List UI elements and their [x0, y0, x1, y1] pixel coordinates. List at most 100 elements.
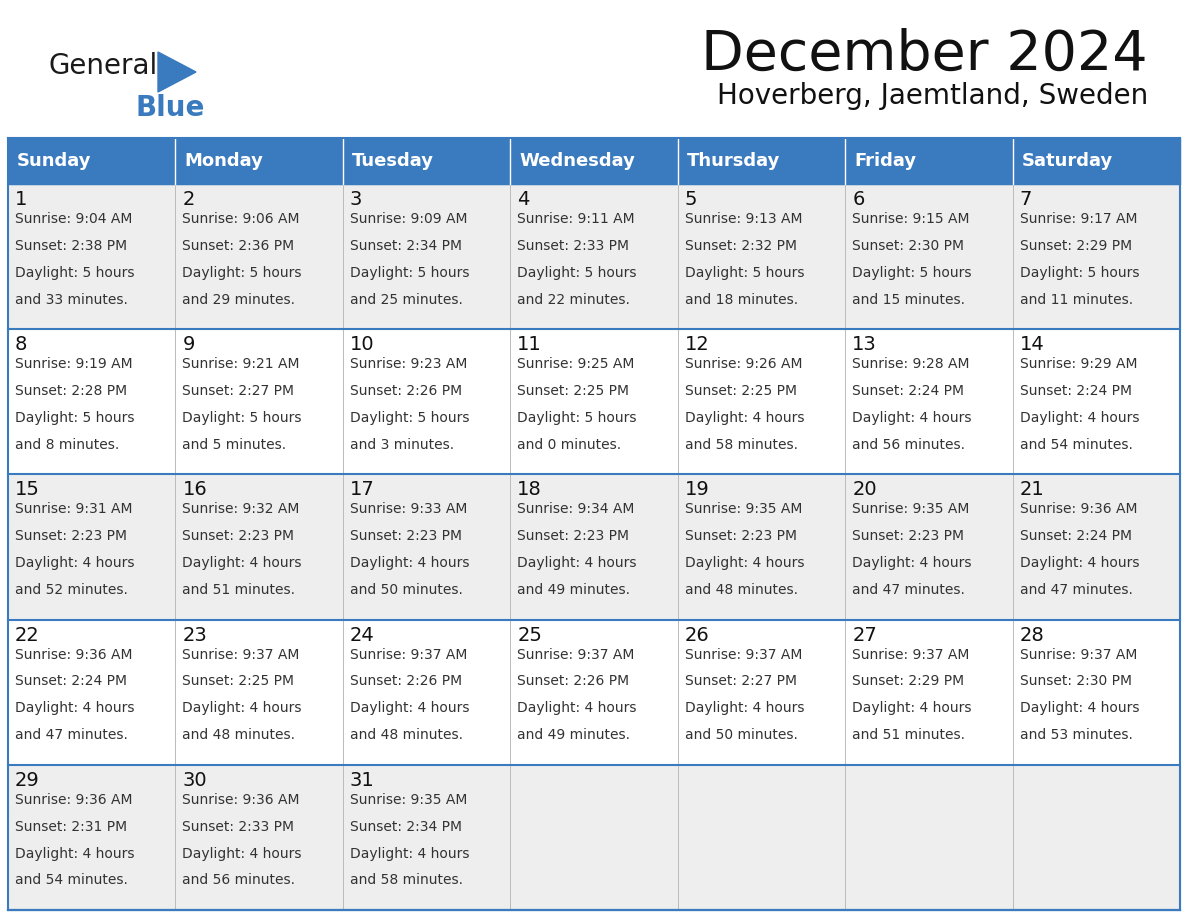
Text: and 48 minutes.: and 48 minutes. — [183, 728, 296, 742]
Text: Daylight: 4 hours: Daylight: 4 hours — [15, 701, 134, 715]
Text: 19: 19 — [684, 480, 709, 499]
Text: Sunrise: 9:37 AM: Sunrise: 9:37 AM — [349, 647, 467, 662]
Bar — [511, 475, 677, 620]
Bar — [845, 765, 1012, 910]
Text: Sunset: 2:27 PM: Sunset: 2:27 PM — [183, 384, 295, 398]
Text: General: General — [48, 52, 157, 80]
Text: 4: 4 — [517, 190, 530, 209]
Bar — [176, 330, 343, 475]
Bar — [677, 184, 845, 330]
Text: Sunrise: 9:23 AM: Sunrise: 9:23 AM — [349, 357, 467, 371]
Text: and 53 minutes.: and 53 minutes. — [1019, 728, 1132, 742]
Polygon shape — [158, 52, 196, 92]
Text: Thursday: Thursday — [687, 152, 781, 170]
Text: and 5 minutes.: and 5 minutes. — [183, 438, 286, 452]
Text: and 48 minutes.: and 48 minutes. — [684, 583, 797, 597]
Text: and 47 minutes.: and 47 minutes. — [1019, 583, 1132, 597]
Text: Daylight: 4 hours: Daylight: 4 hours — [15, 846, 134, 860]
Bar — [511, 330, 677, 475]
Text: and 47 minutes.: and 47 minutes. — [852, 583, 965, 597]
Text: Daylight: 5 hours: Daylight: 5 hours — [684, 265, 804, 280]
Text: 8: 8 — [15, 335, 27, 354]
Text: 18: 18 — [517, 480, 542, 499]
Text: Sunset: 2:26 PM: Sunset: 2:26 PM — [349, 384, 462, 398]
Text: Blue: Blue — [135, 94, 206, 122]
Text: Daylight: 4 hours: Daylight: 4 hours — [349, 846, 469, 860]
Bar — [845, 184, 1012, 330]
Text: 22: 22 — [15, 625, 39, 644]
Text: Daylight: 4 hours: Daylight: 4 hours — [684, 411, 804, 425]
Text: Sunset: 2:28 PM: Sunset: 2:28 PM — [15, 384, 127, 398]
Text: 13: 13 — [852, 335, 877, 354]
Text: Daylight: 5 hours: Daylight: 5 hours — [183, 265, 302, 280]
Text: 9: 9 — [183, 335, 195, 354]
Text: Sunrise: 9:06 AM: Sunrise: 9:06 AM — [183, 212, 299, 226]
Text: 17: 17 — [349, 480, 374, 499]
Text: Sunday: Sunday — [17, 152, 91, 170]
Bar — [8, 184, 176, 330]
Text: Wednesday: Wednesday — [519, 152, 636, 170]
Text: 21: 21 — [1019, 480, 1044, 499]
Bar — [176, 620, 343, 765]
Text: Sunset: 2:24 PM: Sunset: 2:24 PM — [852, 384, 965, 398]
Text: Sunrise: 9:37 AM: Sunrise: 9:37 AM — [1019, 647, 1137, 662]
Text: Sunset: 2:26 PM: Sunset: 2:26 PM — [517, 675, 630, 688]
Text: Daylight: 4 hours: Daylight: 4 hours — [517, 556, 637, 570]
Bar — [511, 765, 677, 910]
Text: Sunrise: 9:21 AM: Sunrise: 9:21 AM — [183, 357, 299, 371]
Text: and 50 minutes.: and 50 minutes. — [684, 728, 797, 742]
Text: Daylight: 4 hours: Daylight: 4 hours — [852, 556, 972, 570]
Text: 27: 27 — [852, 625, 877, 644]
Text: 30: 30 — [183, 771, 207, 789]
Bar — [8, 138, 1180, 184]
Text: Sunrise: 9:19 AM: Sunrise: 9:19 AM — [15, 357, 133, 371]
Text: Daylight: 5 hours: Daylight: 5 hours — [517, 411, 637, 425]
Text: Sunrise: 9:15 AM: Sunrise: 9:15 AM — [852, 212, 969, 226]
Bar — [8, 765, 176, 910]
Text: Sunset: 2:33 PM: Sunset: 2:33 PM — [517, 239, 630, 252]
Text: Sunrise: 9:34 AM: Sunrise: 9:34 AM — [517, 502, 634, 517]
Text: and 51 minutes.: and 51 minutes. — [183, 583, 296, 597]
Text: Sunrise: 9:33 AM: Sunrise: 9:33 AM — [349, 502, 467, 517]
Text: Sunrise: 9:35 AM: Sunrise: 9:35 AM — [684, 502, 802, 517]
Text: Sunset: 2:30 PM: Sunset: 2:30 PM — [1019, 675, 1132, 688]
Bar — [1012, 765, 1180, 910]
Text: Sunset: 2:32 PM: Sunset: 2:32 PM — [684, 239, 797, 252]
Text: 5: 5 — [684, 190, 697, 209]
Text: and 15 minutes.: and 15 minutes. — [852, 293, 965, 307]
Text: and 50 minutes.: and 50 minutes. — [349, 583, 463, 597]
Text: Sunrise: 9:11 AM: Sunrise: 9:11 AM — [517, 212, 634, 226]
Text: Sunset: 2:23 PM: Sunset: 2:23 PM — [517, 530, 630, 543]
Text: Sunrise: 9:29 AM: Sunrise: 9:29 AM — [1019, 357, 1137, 371]
Text: and 0 minutes.: and 0 minutes. — [517, 438, 621, 452]
Text: and 18 minutes.: and 18 minutes. — [684, 293, 798, 307]
Text: Sunset: 2:29 PM: Sunset: 2:29 PM — [1019, 239, 1132, 252]
Text: 6: 6 — [852, 190, 865, 209]
Text: Sunset: 2:30 PM: Sunset: 2:30 PM — [852, 239, 965, 252]
Text: Sunrise: 9:36 AM: Sunrise: 9:36 AM — [15, 647, 133, 662]
Text: Sunset: 2:24 PM: Sunset: 2:24 PM — [1019, 530, 1132, 543]
Text: Daylight: 4 hours: Daylight: 4 hours — [517, 701, 637, 715]
Text: Daylight: 4 hours: Daylight: 4 hours — [183, 846, 302, 860]
Text: and 56 minutes.: and 56 minutes. — [852, 438, 965, 452]
Text: 23: 23 — [183, 625, 207, 644]
Bar — [1012, 620, 1180, 765]
Text: Daylight: 5 hours: Daylight: 5 hours — [852, 265, 972, 280]
Bar — [343, 475, 511, 620]
Text: Sunset: 2:23 PM: Sunset: 2:23 PM — [684, 530, 797, 543]
Text: 7: 7 — [1019, 190, 1032, 209]
Text: and 8 minutes.: and 8 minutes. — [15, 438, 119, 452]
Text: Sunrise: 9:04 AM: Sunrise: 9:04 AM — [15, 212, 132, 226]
Text: 3: 3 — [349, 190, 362, 209]
Bar — [8, 330, 176, 475]
Text: Sunrise: 9:25 AM: Sunrise: 9:25 AM — [517, 357, 634, 371]
Text: Sunset: 2:23 PM: Sunset: 2:23 PM — [183, 530, 295, 543]
Text: December 2024: December 2024 — [701, 28, 1148, 82]
Text: Sunset: 2:23 PM: Sunset: 2:23 PM — [852, 530, 965, 543]
Bar — [8, 620, 176, 765]
Bar — [845, 475, 1012, 620]
Bar — [343, 765, 511, 910]
Text: Sunrise: 9:36 AM: Sunrise: 9:36 AM — [15, 793, 133, 807]
Text: Daylight: 5 hours: Daylight: 5 hours — [15, 411, 134, 425]
Text: Daylight: 5 hours: Daylight: 5 hours — [15, 265, 134, 280]
